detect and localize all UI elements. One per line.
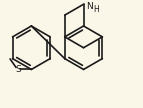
Text: N: N bbox=[86, 2, 93, 11]
Text: H: H bbox=[93, 5, 99, 14]
Text: S: S bbox=[15, 65, 21, 74]
